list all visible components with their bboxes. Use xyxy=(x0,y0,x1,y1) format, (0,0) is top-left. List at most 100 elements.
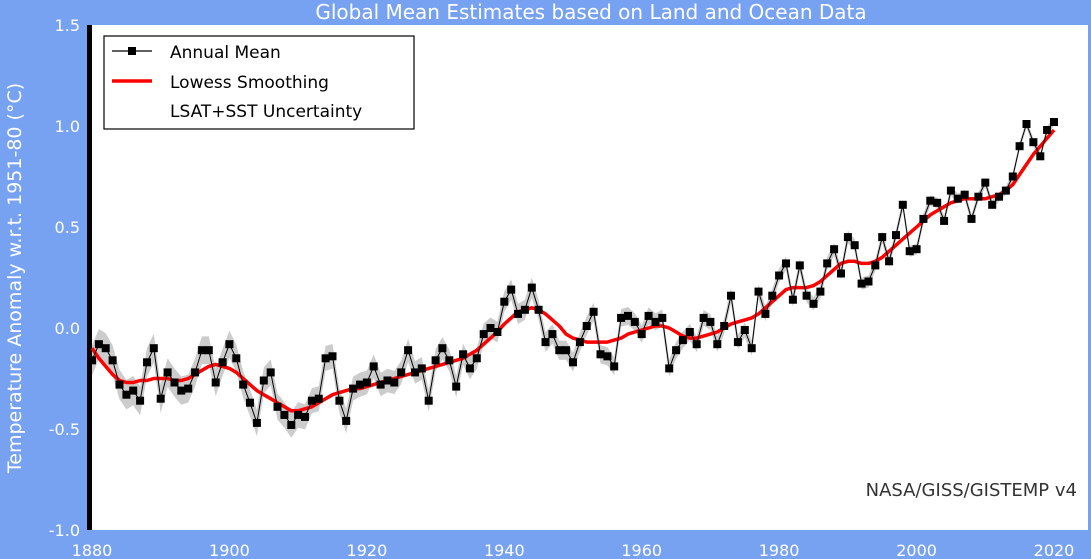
annual-mean-point xyxy=(892,231,900,240)
annual-mean-point xyxy=(149,344,158,353)
annual-mean-point xyxy=(823,259,832,268)
annual-mean-point xyxy=(864,277,873,286)
annual-mean-point xyxy=(898,200,907,209)
annual-mean-point xyxy=(328,352,337,361)
annual-mean-point xyxy=(768,291,777,300)
annual-mean-point xyxy=(122,390,131,399)
annual-mean-point xyxy=(507,285,516,294)
annual-mean-point xyxy=(953,194,962,203)
y-tick-label: 0.5 xyxy=(55,218,80,237)
annual-mean-point xyxy=(637,330,646,339)
annual-mean-point xyxy=(101,344,110,353)
x-tick-label: 2020 xyxy=(1034,541,1075,559)
y-tick-label: 0.0 xyxy=(55,319,80,338)
annual-mean-point xyxy=(225,340,234,349)
annual-mean-point xyxy=(397,368,406,377)
annual-mean-point xyxy=(356,380,364,389)
annual-mean-point xyxy=(727,291,735,300)
y-tick-label: 1.5 xyxy=(55,16,80,35)
y-tick-label: -1.0 xyxy=(49,521,80,540)
annual-mean-point xyxy=(871,261,880,270)
annual-mean-point xyxy=(424,396,433,405)
annual-mean-point xyxy=(163,368,172,377)
annual-mean-point xyxy=(108,356,117,365)
annual-mean-point xyxy=(589,307,598,316)
annual-mean-point xyxy=(184,384,193,393)
annual-mean-point xyxy=(857,279,866,288)
annual-mean-point xyxy=(115,380,124,389)
annual-mean-point xyxy=(981,178,990,187)
annual-mean-point xyxy=(596,350,605,359)
annual-mean-point xyxy=(761,309,770,318)
annual-mean-point xyxy=(404,346,413,355)
y-tick-label: 1.0 xyxy=(55,117,80,136)
annual-mean-point xyxy=(713,340,722,349)
annual-mean-point xyxy=(988,200,997,209)
annual-mean-point xyxy=(294,410,303,419)
annual-mean-point xyxy=(610,362,619,371)
annual-mean-point xyxy=(143,358,151,367)
annual-mean-point xyxy=(837,269,845,278)
annual-mean-point xyxy=(926,196,935,205)
annual-mean-point xyxy=(204,346,213,355)
annual-mean-point xyxy=(445,356,454,365)
annual-mean-point xyxy=(720,322,729,330)
chart-title: Global Mean Estimates based on Land and … xyxy=(315,0,866,24)
x-tick-label: 1960 xyxy=(621,541,662,559)
annual-mean-point xyxy=(740,326,749,334)
annual-mean-point xyxy=(878,233,887,242)
annual-mean-point xyxy=(782,259,790,268)
annual-mean-point xyxy=(273,402,282,411)
annual-mean-point xyxy=(830,245,839,254)
annual-mean-point xyxy=(658,313,667,322)
annual-mean-point xyxy=(287,421,296,429)
annual-mean-point xyxy=(582,322,591,330)
x-tick-label: 1880 xyxy=(72,541,113,559)
annual-mean-point xyxy=(960,190,969,199)
annual-mean-point xyxy=(88,356,96,365)
annual-mean-point xyxy=(314,394,323,403)
annual-mean-point xyxy=(129,386,138,395)
annual-mean-point xyxy=(541,338,550,347)
annual-mean-point xyxy=(843,233,852,242)
annual-mean-point xyxy=(974,192,983,201)
annual-mean-point xyxy=(493,328,502,336)
annual-mean-point xyxy=(376,380,385,389)
annual-mean-point xyxy=(500,297,509,306)
annual-mean-point xyxy=(177,386,186,395)
annual-mean-point xyxy=(1043,126,1052,134)
legend-lowess-smoothing: Lowess Smoothing xyxy=(170,73,329,93)
annual-mean-point xyxy=(699,313,708,322)
annual-mean-point xyxy=(802,291,811,300)
annual-mean-point xyxy=(775,271,784,280)
annual-mean-point xyxy=(197,346,206,355)
legend: Annual Mean Lowess Smoothing LSAT+SST Un… xyxy=(103,35,415,130)
annual-mean-point xyxy=(349,384,358,393)
annual-mean-point xyxy=(747,344,756,353)
annual-mean-point xyxy=(644,311,653,320)
annual-mean-point xyxy=(307,396,316,405)
annual-mean-point xyxy=(651,317,660,326)
annual-mean-point xyxy=(94,340,103,349)
annual-mean-point xyxy=(431,356,440,365)
annual-mean-point xyxy=(342,416,351,425)
annual-mean-point xyxy=(239,380,248,389)
annual-mean-point xyxy=(788,295,797,304)
annual-mean-point xyxy=(479,330,488,339)
x-tick-label: 1940 xyxy=(484,541,525,559)
annual-mean-point xyxy=(191,368,200,377)
annual-mean-point xyxy=(706,317,715,326)
legend-annual-mean: Annual Mean xyxy=(170,43,281,63)
annual-mean-point xyxy=(438,344,447,353)
annual-mean-point xyxy=(685,328,694,336)
annual-mean-point xyxy=(967,214,976,223)
annual-mean-point xyxy=(246,398,254,407)
annual-mean-point xyxy=(562,346,571,355)
annual-mean-point xyxy=(1008,172,1017,181)
annual-mean-point xyxy=(520,305,529,314)
annual-mean-point xyxy=(472,354,481,363)
annual-mean-point xyxy=(995,192,1003,201)
annual-mean-point xyxy=(301,412,309,421)
annual-mean-point xyxy=(946,186,955,195)
